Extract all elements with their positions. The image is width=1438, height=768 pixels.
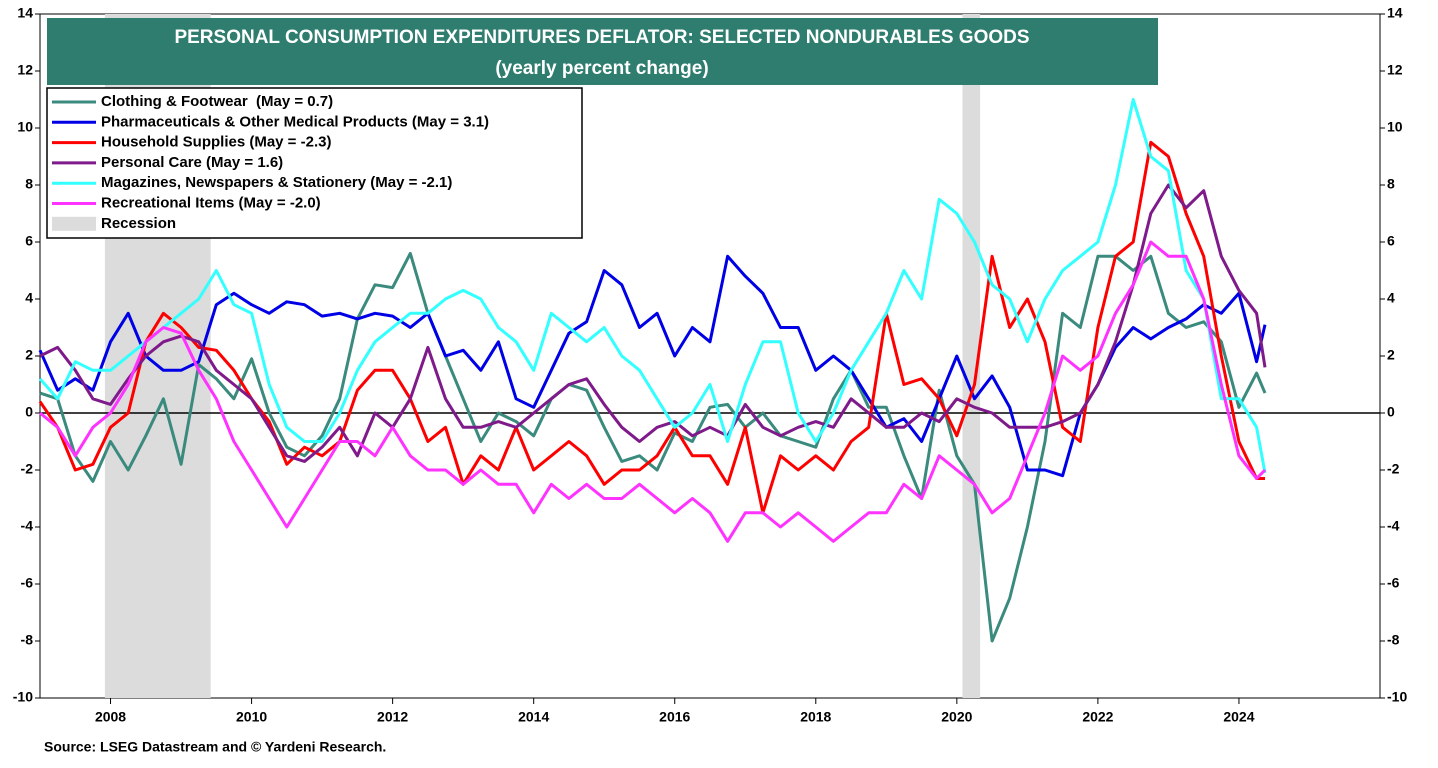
title-box: [47, 18, 1158, 85]
legend-label: Magazines, Newspapers & Stationery (May …: [101, 174, 452, 191]
series-line: [39, 183, 1267, 463]
y-tick-label: -8: [21, 632, 34, 648]
x-tick-label: 2018: [800, 709, 831, 725]
y2-tick-label: -2: [1387, 461, 1400, 477]
y2-tick-label: 6: [1387, 233, 1395, 249]
y-tick-label: 4: [25, 290, 33, 306]
y2-tick-label: -6: [1387, 575, 1400, 591]
y-tick-label: 14: [17, 5, 33, 21]
y2-tick-label: -8: [1387, 632, 1400, 648]
x-tick-label: 2012: [377, 709, 408, 725]
legend-label: Recession: [101, 215, 176, 232]
legend-label: Pharmaceuticals & Other Medical Products…: [101, 113, 489, 130]
y-tick-label: -2: [21, 461, 34, 477]
series-line: [39, 240, 1267, 543]
y2-tick-label: 14: [1387, 5, 1403, 21]
y-tick-label: 6: [25, 233, 33, 249]
y2-tick-label: 0: [1387, 404, 1395, 420]
legend-label: Recreational Items (May = -2.0): [101, 194, 321, 211]
x-tick-label: 2024: [1223, 709, 1254, 725]
y2-tick-label: 8: [1387, 176, 1395, 192]
x-tick-label: 2010: [236, 709, 267, 725]
series-line: [39, 251, 1267, 643]
x-tick-label: 2008: [95, 709, 126, 725]
chart-title: PERSONAL CONSUMPTION EXPENDITURES DEFLAT…: [174, 27, 1029, 48]
y2-tick-label: -4: [1387, 518, 1400, 534]
y-tick-label: -6: [21, 575, 34, 591]
legend-box: [46, 87, 583, 239]
x-tick-label: 2020: [941, 709, 972, 725]
x-tick-label: 2014: [518, 709, 549, 725]
y-tick-label: 0: [25, 404, 33, 420]
legend-label: Household Supplies (May = -2.3): [101, 134, 331, 151]
y-tick-label: 10: [17, 119, 33, 135]
y-tick-label: 2: [25, 347, 33, 363]
series-line: [38, 254, 1267, 478]
y-tick-label: 8: [25, 176, 33, 192]
y2-tick-label: -10: [1387, 689, 1407, 705]
y2-tick-label: 4: [1387, 290, 1395, 306]
y2-tick-label: 12: [1387, 62, 1403, 78]
y-tick-label: -4: [21, 518, 34, 534]
y2-tick-label: 2: [1387, 347, 1395, 363]
chart-subtitle: (yearly percent change): [495, 58, 708, 79]
y2-tick-label: 10: [1387, 119, 1403, 135]
x-tick-label: 2022: [1082, 709, 1113, 725]
series-line: [38, 98, 1267, 474]
recession-band: [962, 14, 981, 698]
y-tick-label: 12: [17, 62, 33, 78]
legend-swatch: [52, 216, 96, 231]
y-tick-label: -10: [13, 689, 33, 705]
legend-label: Personal Care (May = 1.6): [101, 154, 283, 171]
series-line: [38, 140, 1265, 515]
legend-label: Clothing & Footwear (May = 0.7): [101, 93, 333, 110]
source-note: Source: LSEG Datastream and © Yardeni Re…: [44, 739, 386, 755]
x-tick-label: 2016: [659, 709, 690, 725]
